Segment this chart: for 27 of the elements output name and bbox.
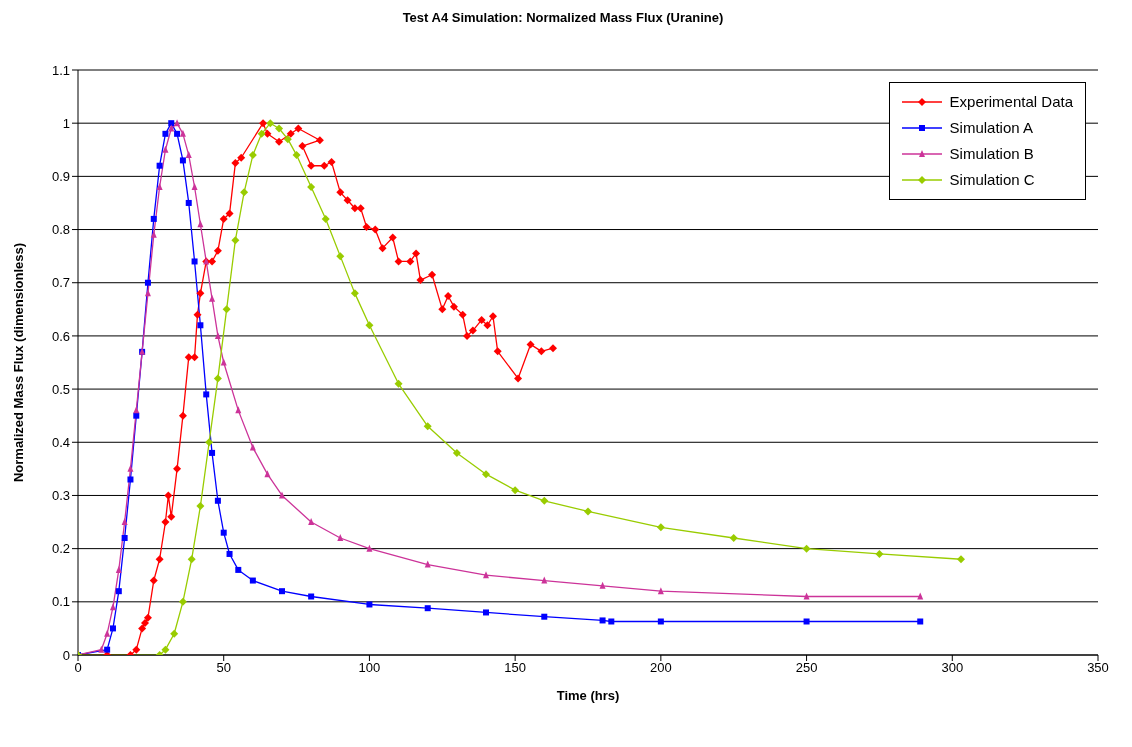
x-tick-label: 100 — [358, 660, 381, 676]
y-tick-label: 1.1 — [51, 62, 70, 78]
y-tick-label: 0.9 — [51, 168, 70, 184]
x-tick-label: 250 — [795, 660, 818, 676]
x-tick-label: 350 — [1087, 660, 1109, 676]
x-axis-title: Time (hrs) — [556, 688, 620, 703]
y-tick-label: 0.5 — [51, 381, 70, 397]
legend-label: Simulation C — [949, 170, 1035, 190]
x-tick-label: 200 — [650, 660, 672, 676]
x-tick-label: 0 — [74, 660, 82, 676]
y-tick-label: 0.7 — [51, 275, 70, 291]
chart-title: Test A4 Simulation: Normalized Mass Flux (Uranine) — [401, 10, 725, 25]
x-tick-label: 300 — [941, 660, 964, 676]
y-tick-label: 0.4 — [51, 434, 70, 450]
x-tick-label: 150 — [504, 660, 526, 676]
y-tick-label: 0 — [62, 647, 70, 663]
y-tick-label: 1 — [62, 115, 70, 131]
y-tick-label: 0.8 — [51, 222, 70, 238]
y-tick-label: 0.3 — [51, 488, 70, 504]
legend-label: Experimental Data — [949, 92, 1073, 112]
y-tick-label: 0.2 — [51, 541, 70, 557]
legend-label: Simulation B — [949, 144, 1034, 164]
legend-label: Simulation A — [949, 118, 1033, 138]
x-tick-label: 50 — [216, 660, 231, 676]
y-tick-label: 0.6 — [51, 328, 70, 344]
y-tick-label: 0.1 — [51, 594, 70, 610]
y-axis-title: Normalized Mass Flux (dimensionless) — [10, 242, 26, 483]
